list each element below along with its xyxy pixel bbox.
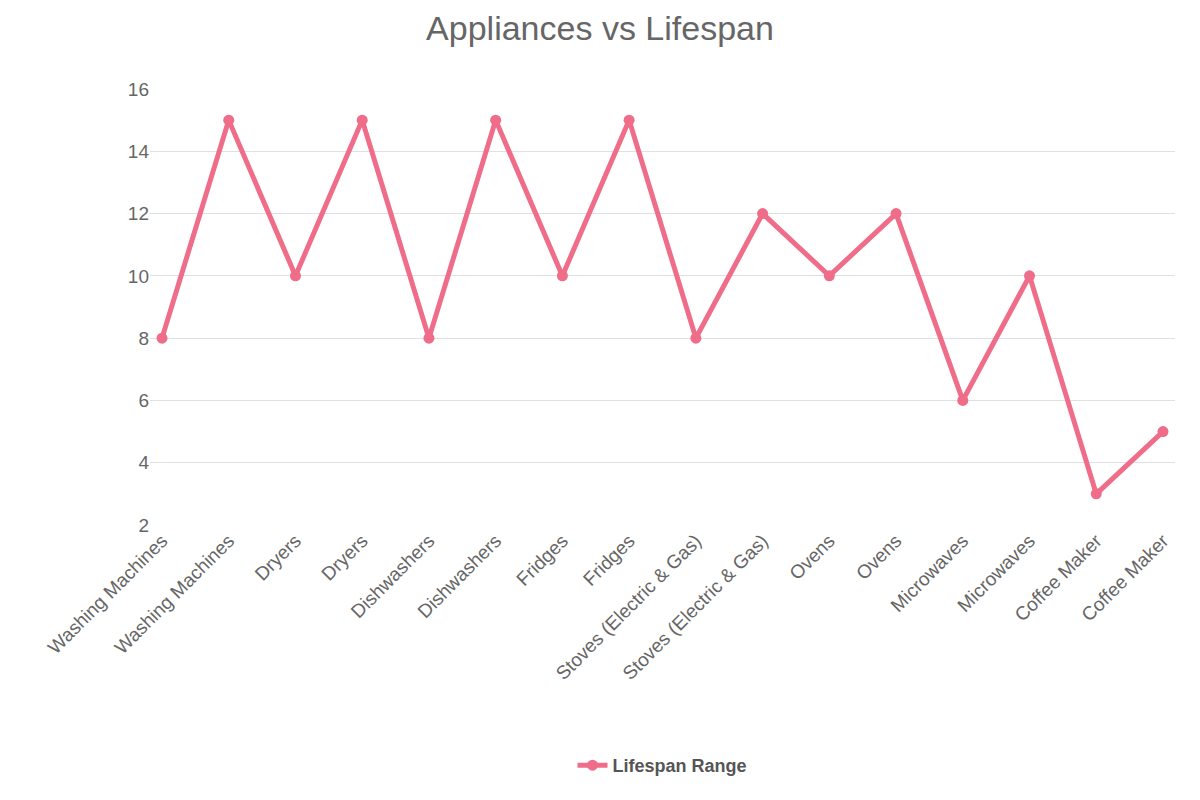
svg-text:Stoves (Electric & Gas): Stoves (Electric & Gas) — [618, 530, 772, 684]
svg-text:Washing Machines: Washing Machines — [110, 530, 238, 658]
svg-text:Dryers: Dryers — [251, 530, 305, 584]
svg-text:Ovens: Ovens — [852, 530, 906, 584]
svg-text:6: 6 — [138, 390, 149, 411]
svg-text:12: 12 — [128, 203, 149, 224]
svg-text:8: 8 — [138, 328, 149, 349]
svg-text:Coffee Maker: Coffee Maker — [1011, 530, 1107, 626]
svg-text:2: 2 — [138, 515, 149, 536]
svg-text:Lifespan Range: Lifespan Range — [613, 756, 747, 776]
svg-text:4: 4 — [138, 452, 149, 473]
svg-text:16: 16 — [128, 79, 149, 100]
svg-text:Dishwashers: Dishwashers — [413, 530, 505, 622]
svg-text:Dryers: Dryers — [317, 530, 371, 584]
svg-text:Microwaves: Microwaves — [953, 530, 1039, 616]
svg-text:Ovens: Ovens — [785, 530, 839, 584]
svg-text:10: 10 — [128, 266, 149, 287]
svg-text:Dishwashers: Dishwashers — [347, 530, 439, 622]
svg-text:Stoves (Electric & Gas): Stoves (Electric & Gas) — [552, 530, 706, 684]
svg-text:14: 14 — [128, 141, 150, 162]
svg-text:Fridges: Fridges — [579, 530, 639, 590]
svg-text:Fridges: Fridges — [512, 530, 572, 590]
svg-text:Washing Machines: Washing Machines — [44, 530, 172, 658]
svg-text:Appliances vs Lifespan: Appliances vs Lifespan — [426, 9, 774, 47]
svg-text:Coffee Maker: Coffee Maker — [1077, 530, 1173, 626]
svg-text:Microwaves: Microwaves — [887, 530, 973, 616]
